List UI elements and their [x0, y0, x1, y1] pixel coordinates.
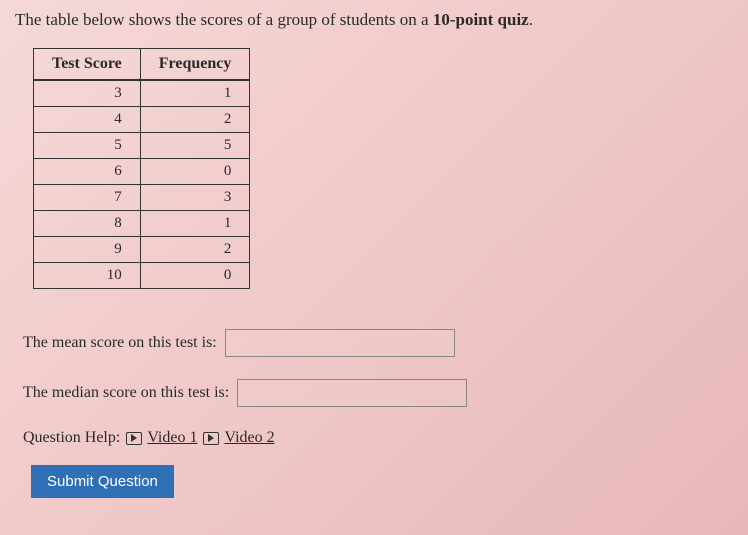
video-1-link[interactable]: Video 1	[126, 429, 197, 447]
cell-score: 4	[34, 107, 141, 133]
cell-freq: 2	[140, 107, 250, 133]
cell-score: 8	[34, 211, 141, 237]
cell-score: 5	[34, 133, 141, 159]
table-row: 81	[34, 211, 250, 237]
table-row: 42	[34, 107, 250, 133]
table-row: 31	[34, 80, 250, 107]
cell-score: 9	[34, 237, 141, 263]
help-label: Question Help:	[23, 429, 120, 447]
cell-score: 3	[34, 80, 141, 107]
mean-label: The mean score on this test is:	[23, 334, 217, 352]
cell-freq: 3	[140, 185, 250, 211]
instruction-bold: 10-point quiz	[433, 10, 529, 29]
median-row: The median score on this test is:	[23, 379, 733, 407]
submit-button[interactable]: Submit Question	[31, 465, 174, 498]
cell-freq: 5	[140, 133, 250, 159]
header-score: Test Score	[34, 49, 141, 81]
instruction-suffix: .	[529, 10, 533, 29]
cell-freq: 1	[140, 211, 250, 237]
cell-freq: 2	[140, 237, 250, 263]
table-row: 60	[34, 159, 250, 185]
header-frequency: Frequency	[140, 49, 250, 81]
score-table: Test Score Frequency 31 42 55 60 73 81 9…	[33, 48, 250, 289]
play-icon	[203, 432, 219, 445]
table-row: 55	[34, 133, 250, 159]
table-header-row: Test Score Frequency	[34, 49, 250, 81]
video-2-link[interactable]: Video 2	[203, 429, 274, 447]
table-row: 73	[34, 185, 250, 211]
median-input[interactable]	[237, 379, 467, 407]
video-1-label: Video 1	[147, 429, 197, 447]
mean-input[interactable]	[225, 329, 455, 357]
cell-freq: 0	[140, 263, 250, 289]
cell-freq: 0	[140, 159, 250, 185]
play-icon	[126, 432, 142, 445]
cell-score: 10	[34, 263, 141, 289]
table-row: 100	[34, 263, 250, 289]
help-row: Question Help: Video 1 Video 2	[23, 429, 733, 447]
instruction-text: The table below shows the scores of a gr…	[15, 10, 733, 30]
cell-score: 7	[34, 185, 141, 211]
median-label: The median score on this test is:	[23, 384, 229, 402]
video-2-label: Video 2	[224, 429, 274, 447]
mean-row: The mean score on this test is:	[23, 329, 733, 357]
table-row: 92	[34, 237, 250, 263]
cell-freq: 1	[140, 80, 250, 107]
instruction-prefix: The table below shows the scores of a gr…	[15, 10, 433, 29]
cell-score: 6	[34, 159, 141, 185]
